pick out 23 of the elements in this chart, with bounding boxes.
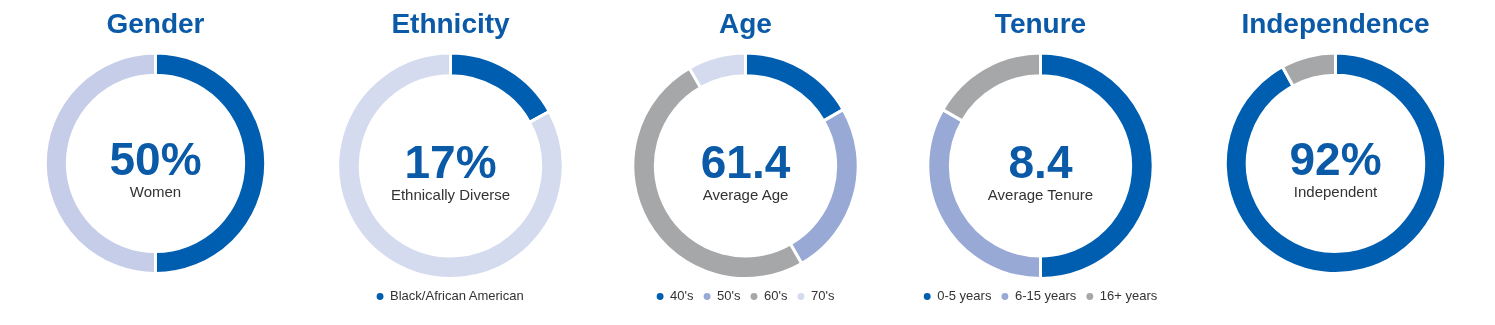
chart-title: Tenure: [994, 7, 1087, 39]
chart-title: Independence: [1241, 7, 1430, 39]
legend-label: 50's: [717, 288, 741, 304]
text: Average Age: [702, 185, 789, 203]
legend-label: 0-5 years: [937, 288, 992, 304]
chart-title: Age: [719, 7, 772, 39]
chart-title: Ethnicity: [391, 7, 511, 39]
text: 50%: [109, 133, 202, 186]
text: 17%: [404, 135, 497, 188]
text: Ethnically Diverse: [390, 185, 511, 203]
legend-label: 70's: [810, 288, 835, 304]
legend-label: 60's: [764, 288, 788, 304]
legend-label: 6-15 years: [1014, 288, 1077, 304]
text: Average Tenure: [987, 185, 1094, 203]
text: 8.4: [1008, 135, 1073, 188]
legend-label: 40's: [670, 288, 695, 304]
text: Independent: [1293, 183, 1379, 201]
legend-label: 16+ years: [1099, 288, 1158, 304]
text: 92%: [1289, 133, 1382, 186]
text: Women: [129, 183, 182, 201]
legend-label: Black/African American: [390, 288, 524, 304]
chart-title: Gender: [106, 7, 205, 39]
text: 61.4: [700, 135, 791, 188]
